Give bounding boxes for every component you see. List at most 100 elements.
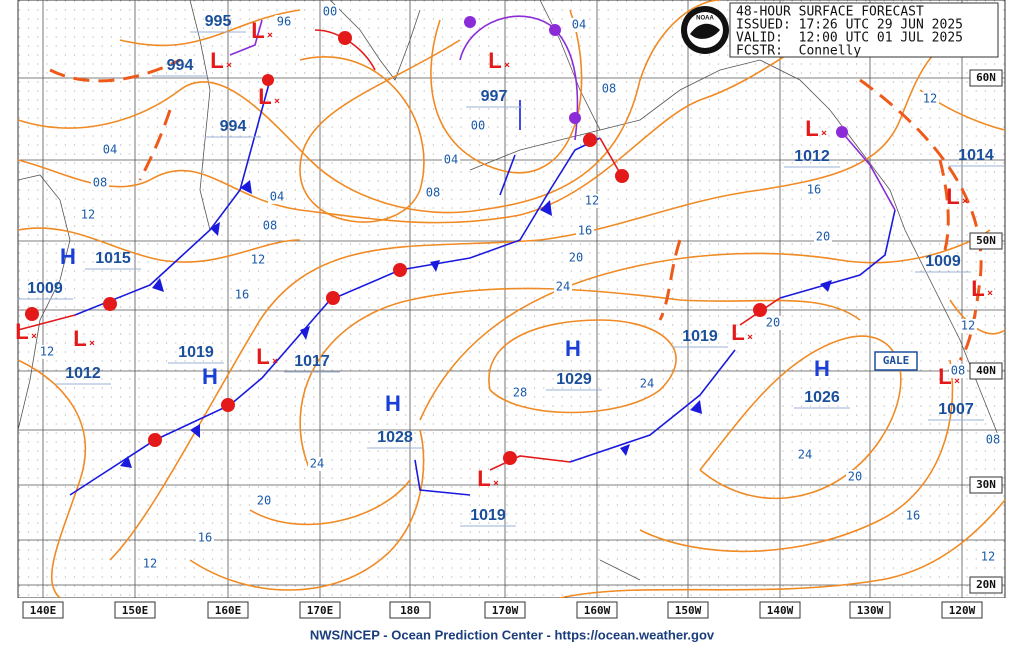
lon-label: 170E: [307, 604, 334, 617]
low-mark: ×: [962, 196, 968, 207]
lon-label-box: [667, 601, 709, 619]
low-mark: ×: [747, 332, 753, 343]
isobar-label: 16: [198, 531, 212, 545]
isobar-label: 12: [923, 92, 937, 106]
low-symbol: L: [488, 48, 501, 73]
lon-label: 120W: [949, 604, 976, 617]
isobar-label-bg: [141, 557, 159, 571]
lat-label-box: [969, 69, 1003, 87]
lon-label-box: [114, 601, 156, 619]
isobar-label-bg: [921, 92, 939, 106]
isobar-label: 20: [816, 230, 830, 244]
low-mark: ×: [274, 96, 280, 107]
isobar-label: 04: [103, 143, 117, 157]
low-symbol: L: [210, 48, 223, 73]
high-symbol: H: [385, 391, 401, 416]
lon-label: 150W: [675, 604, 702, 617]
header-line: ISSUED: 17:26 UTC 29 JUN 2025: [736, 18, 963, 33]
isobar-label-bg: [442, 153, 460, 167]
isobar-label: 08: [263, 219, 277, 233]
isobar-label-bg: [321, 5, 339, 19]
isobar-label-bg: [255, 494, 273, 508]
isobar-label: 12: [143, 557, 157, 571]
pressure-value: 1009: [27, 280, 63, 297]
isobar-label-bg: [79, 208, 97, 222]
isobar-label: 00: [471, 119, 485, 133]
isobar-label-bg: [91, 176, 109, 190]
isobar-label: 28: [513, 386, 527, 400]
isobar-label: 08: [951, 364, 965, 378]
lat-label-box: [969, 576, 1003, 594]
isobar-label: 00: [323, 5, 337, 19]
isobar-label: 12: [40, 345, 54, 359]
low-mark: ×: [493, 478, 499, 489]
lon-label: 160W: [584, 604, 611, 617]
pressure-value: 1026: [804, 389, 840, 406]
lon-label-box: [576, 601, 618, 619]
high-symbol: H: [814, 356, 830, 381]
footer: NWS/NCEP - Ocean Prediction Center - htt…: [310, 627, 715, 642]
low-mark: ×: [267, 30, 273, 41]
low-mark: ×: [89, 338, 95, 349]
isobar-label-bg: [796, 448, 814, 462]
lat-label: 50N: [976, 234, 996, 247]
isobar-label-bg: [308, 457, 326, 471]
pressure-value: 995: [205, 13, 232, 30]
isobar-label: 08: [426, 186, 440, 200]
lat-label-box: [969, 232, 1003, 250]
lon-label-box: [849, 601, 891, 619]
logo-text: NOAA: [696, 16, 714, 22]
isobar-label-bg: [554, 280, 572, 294]
low-symbol: L: [938, 364, 951, 389]
header-line: FCSTR: Connelly: [736, 44, 861, 59]
lon-label: 180: [400, 604, 420, 617]
isobar-label-bg: [904, 509, 922, 523]
header-line: VALID: 12:00 UTC 01 JUL 2025: [736, 31, 963, 46]
isobar-label-bg: [576, 224, 594, 238]
low-mark: ×: [954, 376, 960, 387]
front-markers: [25, 16, 848, 468]
isobar-label: 12: [961, 319, 975, 333]
isobar-label-bg: [846, 470, 864, 484]
noaa-logo: [681, 6, 729, 54]
lon-label-box: [484, 601, 526, 619]
low-symbol: L: [73, 326, 86, 351]
lon-label: 170W: [492, 604, 519, 617]
gale-warning: GALE: [883, 354, 910, 367]
isobar-label-bg: [984, 433, 1002, 447]
lon-label-box: [22, 601, 64, 619]
low-symbol: L: [477, 466, 490, 491]
isobar-label: 24: [640, 377, 654, 391]
lon-label-box: [389, 601, 431, 619]
gale-box: [874, 351, 918, 371]
high-symbol: H: [60, 244, 76, 269]
isobar-label: 12: [81, 208, 95, 222]
low-mark: ×: [272, 356, 278, 367]
high-symbol: H: [565, 336, 581, 361]
isobar-label-bg: [249, 253, 267, 267]
lon-label: 150E: [122, 604, 149, 617]
low-mark: ×: [987, 288, 993, 299]
isobar-label-bg: [261, 219, 279, 233]
isobar-label: 08: [93, 176, 107, 190]
low-symbol: L: [731, 320, 744, 345]
header-box: [729, 2, 999, 58]
isobar-label-bg: [196, 531, 214, 545]
high-symbol: H: [202, 364, 218, 389]
isobar-label-bg: [979, 550, 997, 564]
pressure-value: 994: [220, 118, 247, 135]
isobar-label: 20: [766, 316, 780, 330]
isobar-label-bg: [469, 119, 487, 133]
low-symbol: L: [805, 116, 818, 141]
isobar-label-bg: [424, 186, 442, 200]
pressure-value: 1019: [470, 507, 506, 524]
pressure-value: 1019: [178, 344, 214, 361]
isobar-label: 12: [585, 194, 599, 208]
lon-label-box: [941, 601, 983, 619]
lat-label-box: [969, 362, 1003, 380]
dot-grid: [18, 0, 1005, 598]
low-mark: ×: [226, 60, 232, 71]
lat-label: 40N: [976, 364, 996, 377]
pressure-value: 1029: [556, 371, 592, 388]
